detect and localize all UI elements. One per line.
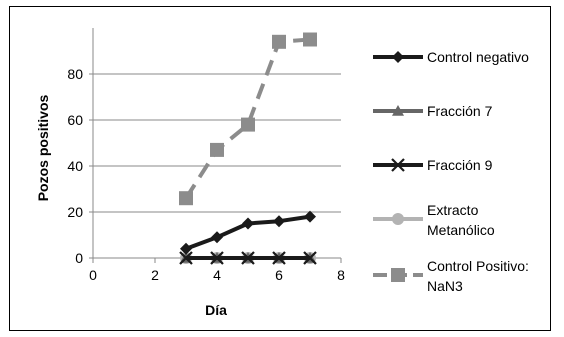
x-tick-label: 6 — [275, 267, 283, 283]
series-5 — [179, 32, 317, 206]
legend-item-5: Control Positivo: NaN3 — [373, 258, 529, 294]
data-point — [304, 210, 316, 223]
data-point — [211, 231, 223, 244]
legend-item-4: Extracto Metanólico — [373, 202, 495, 238]
series-1 — [180, 210, 316, 255]
data-point — [210, 142, 224, 157]
x-tick-label: 4 — [213, 267, 221, 283]
x-tick-label: 0 — [89, 267, 97, 283]
y-tick-label: 40 — [67, 158, 83, 174]
data-point — [303, 251, 317, 265]
data-point — [272, 251, 286, 265]
legend-label: Fracción 9 — [427, 157, 493, 173]
series-3 — [179, 251, 317, 265]
legend-item-3: Fracción 9 — [373, 157, 493, 173]
data-point — [210, 251, 224, 265]
series-line — [184, 37, 311, 200]
series-layer — [179, 32, 317, 265]
legend-marker — [392, 51, 404, 63]
data-point — [179, 251, 193, 265]
legend-marker — [391, 268, 405, 282]
x-tick-label: 8 — [337, 267, 345, 283]
y-tick-label: 0 — [75, 250, 83, 266]
data-point — [303, 32, 317, 47]
x-tick-label: 2 — [151, 267, 159, 283]
legend-marker — [392, 213, 404, 225]
data-point — [272, 34, 286, 49]
x-axis-label: Día — [205, 302, 227, 318]
legend-item-2: Fracción 7 — [373, 103, 493, 119]
axes: 0 20 40 60 80 0 2 4 6 8 — [67, 28, 345, 283]
y-tick-label: 20 — [67, 204, 83, 220]
y-tick-label: 80 — [67, 66, 83, 82]
legend-label: Fracción 7 — [427, 103, 493, 119]
legend-marker — [392, 105, 404, 116]
legend: Control negativo Fracción 7 Fracción 9 Extr… — [373, 49, 529, 294]
data-point — [180, 242, 192, 255]
y-tick-label: 60 — [67, 112, 83, 128]
legend-label: Control negativo — [427, 49, 529, 65]
data-point — [273, 215, 285, 228]
legend-item-1: Control negativo — [373, 49, 529, 65]
data-point — [241, 117, 255, 132]
legend-label: Control Positivo: NaN3 — [427, 258, 529, 294]
y-axis-label: Pozos positivos — [35, 95, 51, 202]
data-point — [242, 217, 254, 230]
data-point — [179, 191, 193, 206]
legend-label: Extracto Metanólico — [427, 202, 495, 238]
gridlines — [93, 73, 341, 213]
chart-frame — [9, 6, 551, 331]
data-point — [241, 251, 255, 265]
legend-marker — [391, 158, 405, 172]
